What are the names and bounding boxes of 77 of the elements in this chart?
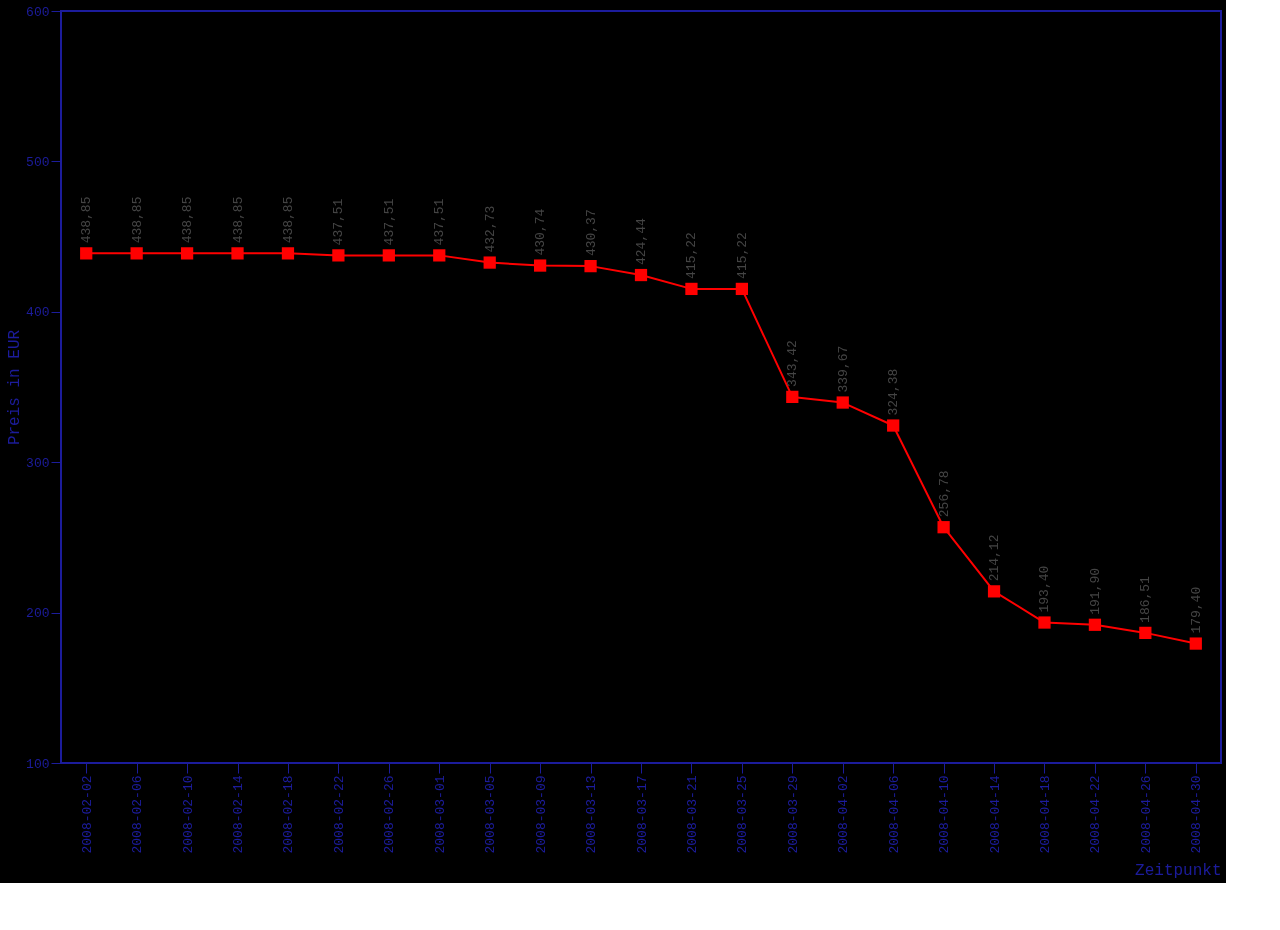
x-tick-label: 2008-04-02: [836, 775, 852, 854]
x-tick-label: 2008-04-26: [1138, 775, 1154, 854]
y-tick-label: 600: [26, 4, 50, 20]
data-label: 324,38: [886, 368, 902, 416]
x-tick-label: 2008-02-06: [130, 775, 146, 854]
point: [433, 249, 446, 262]
data-label: 437,51: [331, 198, 347, 246]
x-tick-label: 2008-02-18: [281, 775, 297, 854]
x-tick-label: 2008-04-30: [1189, 775, 1205, 854]
point: [584, 260, 597, 273]
data-label: 437,51: [381, 198, 397, 246]
x-tick-label: 2008-04-10: [937, 775, 953, 854]
data-label: 179,40: [1188, 586, 1204, 634]
point: [735, 282, 748, 296]
y-tick-label: 300: [26, 455, 50, 471]
x-tick-label: 2008-02-14: [231, 775, 247, 854]
data-label: 432,73: [482, 205, 498, 253]
point: [231, 247, 244, 260]
data-label: 438,85: [230, 196, 246, 244]
point: [1088, 618, 1102, 631]
x-tick-label: 2008-03-05: [483, 775, 499, 854]
x-tick-label: 2008-02-22: [331, 775, 347, 854]
x-tick-label: 2008-03-29: [785, 775, 801, 854]
point: [685, 282, 698, 296]
x-tick-label: 2008-02-02: [79, 775, 95, 854]
point: [80, 247, 93, 260]
point: [937, 521, 950, 534]
data-label: 415,22: [734, 232, 750, 279]
point: [836, 396, 849, 409]
x-tick-label: 2008-04-18: [1037, 775, 1053, 854]
y-axis-title: Preis in EUR: [6, 329, 25, 446]
point: [1038, 616, 1051, 629]
x-tick-label: 2008-03-09: [533, 775, 549, 854]
data-label: 430,74: [533, 208, 549, 256]
data-label: 424,44: [634, 218, 649, 266]
data-label: 343,42: [785, 340, 801, 387]
y-tick-label: 500: [26, 154, 50, 170]
point: [1189, 637, 1202, 650]
data-label: 438,85: [129, 196, 145, 244]
point: [332, 249, 345, 262]
data-label: 438,85: [79, 196, 95, 244]
point: [281, 247, 295, 260]
data-label: 191,90: [1087, 567, 1103, 615]
x-tick-label: 2008-04-06: [886, 775, 902, 854]
data-label: 256,78: [936, 470, 952, 518]
data-label: 438,85: [180, 196, 196, 244]
y-tick-label: 100: [26, 756, 50, 772]
point: [534, 259, 547, 272]
point: [130, 247, 143, 260]
x-tick-label: 2008-03-01: [432, 775, 448, 854]
point: [887, 419, 900, 432]
y-tick-label: 200: [26, 606, 50, 622]
point: [634, 268, 648, 282]
point: [786, 390, 799, 404]
point: [483, 256, 496, 269]
x-tick-label: 2008-03-21: [684, 775, 700, 854]
x-tick-label: 2008-03-13: [584, 775, 600, 854]
x-tick-label: 2008-04-14: [987, 775, 1003, 854]
x-axis-title: Zeitpunkt: [1135, 861, 1222, 880]
data-label: 415,22: [684, 232, 700, 279]
point: [382, 249, 395, 262]
x-tick-label: 2008-02-26: [382, 775, 398, 854]
data-label: 339,67: [835, 345, 851, 393]
y-tick-label: 400: [26, 305, 50, 321]
point: [180, 247, 194, 260]
data-label: 438,85: [280, 196, 296, 244]
data-label: 193,40: [1037, 565, 1053, 613]
data-label: 430,37: [583, 209, 599, 257]
x-tick-label: 2008-03-17: [634, 775, 650, 854]
data-label: 186,51: [1138, 575, 1154, 623]
x-tick-label: 2008-03-25: [735, 775, 751, 854]
data-label: 214,12: [987, 534, 1003, 582]
point: [1139, 626, 1152, 640]
data-label: 437,51: [432, 198, 448, 246]
x-tick-label: 2008-04-22: [1088, 775, 1104, 854]
point: [987, 585, 1001, 598]
x-tick-label: 2008-02-10: [180, 775, 196, 854]
